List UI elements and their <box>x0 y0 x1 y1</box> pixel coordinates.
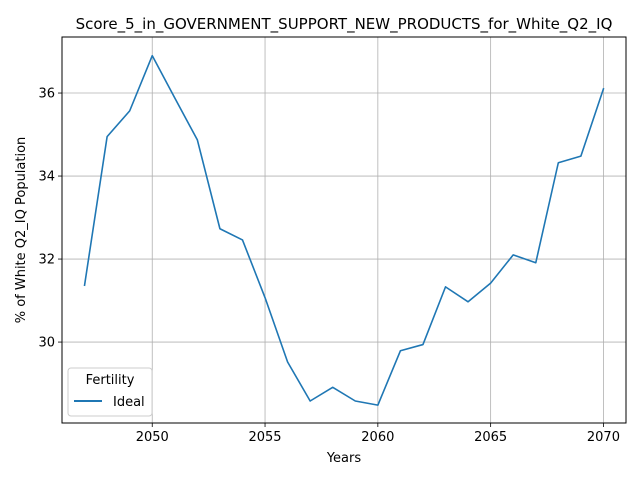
x-tick-label-2060: 2060 <box>361 430 394 445</box>
series-line-ideal <box>83 54 605 406</box>
ticks-layer: 2050 2055 2060 2065 2070 30 32 34 36 <box>38 87 620 445</box>
x-tick-label-2055: 2055 <box>248 430 281 445</box>
y-tick-label-30: 30 <box>38 336 55 351</box>
legend: Fertility Ideal <box>67 367 153 417</box>
x-tick-label-2065: 2065 <box>474 430 507 445</box>
chart-title: Score_5_in_GOVERNMENT_SUPPORT_NEW_PRODUC… <box>76 15 613 34</box>
legend-title: Fertility <box>86 373 135 388</box>
series-layer <box>83 54 605 406</box>
plot-frame <box>61 36 627 424</box>
legend-label-ideal: Ideal <box>113 395 145 410</box>
y-tick-label-34: 34 <box>38 170 55 185</box>
y-axis-label: % of White Q2_IQ Population <box>14 137 29 324</box>
x-tick-label-2050: 2050 <box>136 430 169 445</box>
legend-box <box>67 367 153 417</box>
grid-layer <box>62 37 626 423</box>
y-tick-label-32: 32 <box>38 253 55 268</box>
x-tick-label-2070: 2070 <box>587 430 620 445</box>
x-axis-label: Years <box>326 451 362 466</box>
y-tick-label-36: 36 <box>38 87 55 102</box>
